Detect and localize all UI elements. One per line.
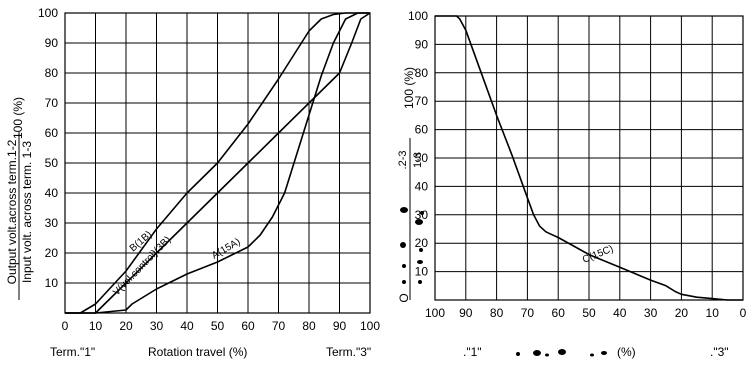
series-line (65, 12, 370, 314)
y-label-numerator: Output volt.across term.1-2 (5, 139, 19, 284)
y-tick-label: 60 (415, 123, 429, 137)
x-tick-label: 50 (582, 306, 596, 320)
y-tick-label: 10 (415, 265, 429, 279)
y-tick-label: 30 (45, 216, 59, 230)
print-smudge (590, 353, 594, 357)
y-fraction-bottom: 1-3 (412, 152, 424, 168)
x-tick-label: 0 (740, 306, 747, 320)
series-line (65, 12, 371, 314)
print-smudge (402, 264, 406, 268)
x-tick-label: 30 (644, 306, 658, 320)
y-unit-label: 100 (%) (11, 97, 25, 139)
x-tick-label: 0 (62, 319, 69, 333)
y-label-denominator: Input volt. across term. 1-3 (20, 141, 34, 283)
print-smudge (419, 248, 423, 252)
x-axis-label: Rotation travel (%) (148, 345, 247, 359)
x-tick-label: 40 (180, 319, 194, 333)
x-tick-label: 70 (272, 319, 286, 333)
y-tick-label: 50 (45, 156, 59, 170)
x-tick-label: 50 (211, 319, 225, 333)
x-tick-label: 30 (150, 319, 164, 333)
x-tick-label: 90 (333, 319, 347, 333)
plot-frame (434, 15, 744, 301)
chart-1 (64, 12, 371, 314)
x-tick-label: 100 (425, 306, 445, 320)
y-label-fragment: O (397, 293, 411, 302)
print-smudge (420, 211, 424, 215)
x-label-left: Term."1" (50, 345, 95, 359)
x-label-right: Term."3" (326, 345, 371, 359)
y-tick-label: 20 (415, 236, 429, 250)
x-tick-label: 80 (302, 319, 316, 333)
x-tick-label: 80 (490, 306, 504, 320)
y-tick-label: 40 (45, 186, 59, 200)
y-tick-label: 80 (45, 66, 59, 80)
x-tick-label: 60 (241, 319, 255, 333)
x-tick-label: 60 (552, 306, 566, 320)
y-tick-label: 60 (45, 126, 59, 140)
x-label-right: ."3" (710, 345, 729, 359)
chart-2 (434, 15, 744, 301)
y-fraction-top: .2-3 (397, 151, 409, 170)
x-tick-label: 10 (89, 319, 103, 333)
y-tick-label: 40 (415, 179, 429, 193)
x-tick-label: 10 (706, 306, 720, 320)
print-smudge (417, 260, 423, 264)
x-tick-label: 20 (675, 306, 689, 320)
y-tick-label: 10 (45, 276, 59, 290)
y-tick-label: 20 (45, 246, 59, 260)
y-tick-label: 100 (408, 9, 428, 23)
y-tick-label: 90 (45, 36, 59, 50)
print-smudge (400, 242, 406, 248)
print-smudge (400, 207, 408, 213)
y-tick-label: 100 (38, 6, 58, 20)
y-tick-label: 50 (415, 151, 429, 165)
x-axis-label: (%) (617, 345, 636, 359)
x-tick-label: 40 (613, 306, 627, 320)
x-tick-label: 100 (360, 319, 380, 333)
print-smudge (601, 351, 607, 355)
x-tick-label: 20 (119, 319, 133, 333)
x-label-left: ."1" (463, 345, 482, 359)
y-tick-label: 70 (45, 96, 59, 110)
y-tick-label: 90 (415, 37, 429, 51)
y-tick-label: 70 (415, 94, 429, 108)
x-tick-label: 90 (459, 306, 473, 320)
print-smudge (533, 350, 541, 356)
x-tick-label: 70 (521, 306, 535, 320)
y-tick-label: 80 (415, 66, 429, 80)
print-smudge (418, 280, 422, 284)
series-line (65, 12, 370, 314)
print-smudge (415, 219, 423, 225)
plot-frame (64, 12, 371, 314)
print-smudge (558, 349, 566, 355)
print-smudge (545, 353, 549, 357)
print-smudge (402, 280, 406, 284)
y-unit-label: 100 (%) (402, 67, 416, 109)
series-line (435, 15, 743, 301)
print-smudge (516, 352, 520, 356)
